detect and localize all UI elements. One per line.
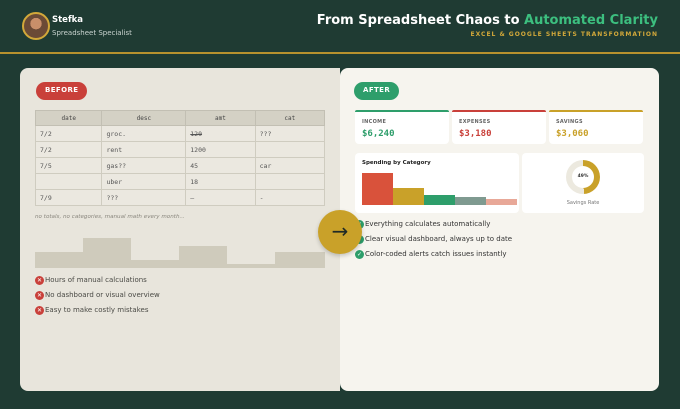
- after-panel: AFTER INCOME $6,240 EXPENSES $3,180 SAVI…: [340, 68, 659, 391]
- kpi-accent-bar: [549, 110, 643, 112]
- page-title: From Spreadsheet Chaos to Automated Clar…: [317, 13, 658, 28]
- benefit-text: Everything calculates automatically: [365, 220, 491, 228]
- check-icon: ✓: [355, 250, 364, 259]
- column-header: desc: [101, 110, 187, 126]
- table-cell: 18: [185, 173, 256, 190]
- kpi-accent-bar: [452, 110, 546, 112]
- table-cell: 120: [185, 125, 256, 142]
- kpi-label: EXPENSES: [459, 119, 491, 125]
- table-row: 7/5 gas?? 45 car: [34, 157, 326, 174]
- savings-rate-card: 49% Savings Rate: [522, 153, 644, 213]
- before-panel: BEFORE date desc amt cat 7/2 groc. 120 ?…: [20, 68, 340, 391]
- page-subtitle: EXCEL & GOOGLE SHEETS TRANSFORMATION: [470, 31, 658, 38]
- after-badge: AFTER: [354, 82, 400, 100]
- table-cell: 7/9: [34, 189, 103, 206]
- table-cell: 7/2: [34, 141, 103, 158]
- table-cell: ???: [101, 189, 187, 206]
- issues-list: ✕ Hours of manual calculations ✕ No dashbo…: [35, 276, 160, 321]
- user-role: Spreadsheet Specialist: [52, 29, 132, 37]
- spending-bar: [362, 173, 393, 205]
- x-icon: ✕: [35, 276, 44, 285]
- title-accent: Automated Clarity: [524, 13, 658, 28]
- issue-text: Easy to make costly mistakes: [45, 306, 149, 314]
- x-icon: ✕: [35, 306, 44, 315]
- table-row: 7/9 ??? — -: [34, 189, 326, 206]
- x-icon: ✕: [35, 291, 44, 300]
- table-cell: [34, 173, 103, 190]
- benefit-item: ✓Everything calculates automatically: [355, 220, 512, 235]
- table-row: 7/2 rent 1200: [34, 141, 326, 158]
- table-cell: [254, 141, 326, 158]
- user-name: Stefka: [52, 15, 84, 25]
- header: Stefka Spreadsheet Specialist From Sprea…: [0, 0, 680, 52]
- table-cell: —: [185, 189, 256, 206]
- title-main: From Spreadsheet Chaos to: [316, 13, 525, 28]
- spending-chart-card: Spending by Category: [355, 153, 519, 213]
- table-cell: ???: [254, 125, 326, 142]
- table-cell: -: [254, 189, 326, 206]
- kpi-expenses-card: EXPENSES $3,180: [452, 110, 546, 144]
- table-cell: [254, 173, 326, 190]
- sheet-header-row: date desc amt cat: [34, 110, 326, 126]
- block-shape: [179, 246, 227, 268]
- block-shape: [227, 264, 275, 268]
- kpi-accent-bar: [355, 110, 449, 112]
- kpi-label: SAVINGS: [556, 119, 583, 125]
- savings-rate-label: Savings Rate: [566, 200, 600, 206]
- spending-bar: [486, 199, 517, 205]
- header-divider: [0, 52, 680, 54]
- uneven-blocks: [35, 236, 325, 268]
- benefit-text: Color-coded alerts catch issues instantl…: [365, 250, 507, 258]
- block-shape: [35, 252, 83, 268]
- table-cell: 7/5: [34, 157, 103, 174]
- spending-bar: [424, 195, 455, 205]
- benefit-item: ✓Clear visual dashboard, always up to da…: [355, 235, 512, 250]
- table-row: 7/2 groc. 120 ???: [34, 125, 326, 142]
- column-header: amt: [185, 110, 256, 126]
- kpi-value: $6,240: [362, 129, 395, 139]
- issue-item: ✕ No dashboard or visual overview: [35, 291, 160, 306]
- issue-text: Hours of manual calculations: [45, 276, 147, 284]
- savings-rate-donut: 49%: [566, 160, 600, 194]
- issue-item: ✕ Easy to make costly mistakes: [35, 306, 160, 321]
- benefit-text: Clear visual dashboard, always up to dat…: [365, 235, 513, 243]
- sheet-note: no totals, no categories, manual math ev…: [35, 214, 185, 220]
- table-cell: rent: [101, 141, 187, 158]
- savings-rate-value: 49%: [572, 166, 594, 188]
- messy-spreadsheet: date desc amt cat 7/2 groc. 120 ??? 7/2 …: [34, 110, 326, 206]
- table-cell: groc.: [101, 125, 187, 142]
- issue-item: ✕ Hours of manual calculations: [35, 276, 160, 291]
- table-cell: 7/2: [34, 125, 103, 142]
- kpi-income-card: INCOME $6,240: [355, 110, 449, 144]
- column-header: date: [34, 110, 103, 126]
- kpi-value: $3,180: [459, 129, 492, 139]
- table-row: uber 18: [34, 173, 326, 190]
- kpi-savings-card: SAVINGS $3,060: [549, 110, 643, 144]
- table-cell: gas??: [101, 157, 187, 174]
- kpi-label: INCOME: [362, 119, 387, 125]
- column-header: cat: [254, 110, 326, 126]
- block-shape: [131, 260, 179, 268]
- issue-text: No dashboard or visual overview: [45, 291, 160, 299]
- block-shape: [83, 238, 131, 268]
- kpi-value: $3,060: [556, 129, 589, 139]
- chart-title: Spending by Category: [362, 160, 431, 166]
- table-cell: 1200: [185, 141, 256, 158]
- benefit-item: ✓ Color-coded alerts catch issues instant…: [355, 250, 512, 265]
- avatar: [22, 12, 50, 40]
- benefits-list: ✓Everything calculates automatically ✓Cl…: [355, 220, 512, 265]
- table-cell: uber: [101, 173, 187, 190]
- table-cell: 45: [185, 157, 256, 174]
- before-badge: BEFORE: [36, 82, 88, 100]
- arrow-right-icon: →: [318, 210, 362, 254]
- spending-bar: [393, 188, 424, 205]
- table-cell: car: [254, 157, 326, 174]
- block-shape: [275, 252, 325, 268]
- spending-bar: [455, 197, 486, 205]
